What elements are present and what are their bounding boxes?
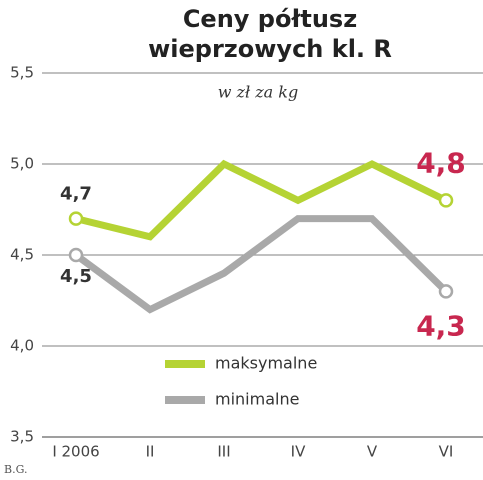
x-tick-label: V <box>367 443 378 461</box>
y-tick-label: 3,5 <box>10 428 34 446</box>
end-marker <box>68 211 84 226</box>
legend-label: minimalne <box>215 390 299 409</box>
value-label: 4,7 <box>60 184 92 205</box>
x-tick-label: IV <box>291 443 306 461</box>
chart-title: Ceny półtusz <box>183 5 357 33</box>
x-tick-label: VI <box>439 443 454 461</box>
end-marker <box>68 247 84 263</box>
value-label: 4,8 <box>416 146 466 179</box>
y-tick-label: 4,5 <box>10 246 34 264</box>
line-series <box>73 215 449 314</box>
x-tick-label: II <box>146 443 155 461</box>
y-tick-label: 4,0 <box>10 337 34 355</box>
x-tick-label: III <box>217 443 230 461</box>
chart-title: wieprzowych kl. R <box>148 35 392 63</box>
legend-label: maksymalne <box>215 354 317 373</box>
credit: B.G. <box>4 463 27 476</box>
chart-subtitle: w zł za kg <box>218 83 298 102</box>
y-tick-label: 5,5 <box>10 64 34 82</box>
value-label: 4,5 <box>60 266 92 287</box>
y-tick-label: 5,0 <box>10 155 34 173</box>
x-tick-label: I 2006 <box>52 443 99 461</box>
line-series <box>75 159 448 241</box>
end-marker <box>438 193 454 208</box>
value-label: 4,3 <box>416 309 466 342</box>
end-marker <box>438 284 454 299</box>
